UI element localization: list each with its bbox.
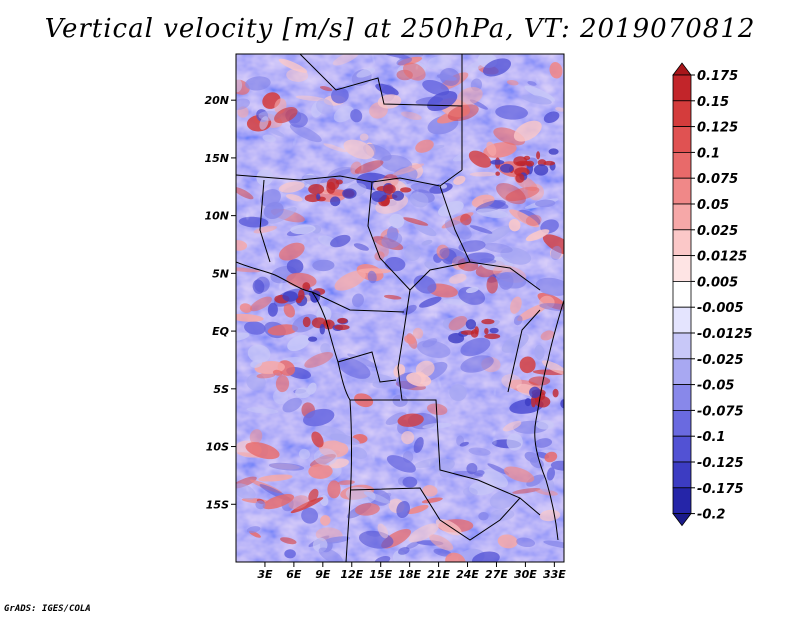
lon-tick-label: 6E <box>286 568 302 581</box>
colorbar-swatch <box>672 151 692 179</box>
lon-tick-label: 21E <box>427 568 450 581</box>
longitude-axis: 3E 6E 9E 12E 15E 18E 21E 24E 27E 30E 33E <box>257 562 566 581</box>
colorbar-label: -0.175 <box>697 482 744 497</box>
colorbar-label: -0.005 <box>697 301 744 316</box>
latitude-axis: 20N 15N 10N 5N EQ 5S 10S 15S <box>204 94 236 511</box>
velocity-field <box>236 54 564 562</box>
map-frame <box>235 53 565 563</box>
colorbar-label: 0.0125 <box>697 250 747 265</box>
colorbar: 0.175 0.15 0.125 0.1 0.075 0.05 0.025 0.0125 0.0… <box>672 62 753 527</box>
lon-tick-label: 12E <box>340 568 363 581</box>
field-streaks <box>236 54 564 562</box>
colorbar-swatch <box>672 126 692 153</box>
lon-tick-label: 30E <box>514 568 537 581</box>
colorbar-swatch <box>672 435 692 463</box>
lon-tick-label: 24E <box>456 568 479 581</box>
colorbar-swatch <box>672 487 692 514</box>
country-borders <box>236 54 564 562</box>
colorbar-label: 0.05 <box>697 198 729 213</box>
colorbar-label: -0.025 <box>697 353 744 368</box>
colorbar-label: -0.05 <box>697 379 734 394</box>
lat-tick-label: 5S <box>213 383 229 396</box>
lat-tick-label: 5N <box>212 267 229 280</box>
lat-tick-label: 20N <box>204 94 229 107</box>
colorbar-bottom-arrow <box>672 513 692 527</box>
colorbar-swatch <box>672 177 692 205</box>
grads-credit: GrADS: IGES/COLA <box>4 604 91 614</box>
colorbar-swatch <box>672 332 692 360</box>
colorbar-swatch <box>672 100 692 128</box>
colorbar-swatch <box>672 255 692 282</box>
colorbar-swatch <box>672 306 692 334</box>
colorbar-label: 0.025 <box>697 224 738 239</box>
colorbar-label: 0.125 <box>697 121 738 136</box>
colorbar-swatch <box>672 203 692 231</box>
colorbar-swatch <box>672 280 692 308</box>
colorbar-top-arrow <box>672 62 692 76</box>
lon-tick-label: 18E <box>398 568 421 581</box>
colorbar-swatch <box>672 229 692 257</box>
lat-tick-label: 10S <box>206 441 229 454</box>
colorbar-swatch <box>672 461 692 489</box>
lon-tick-label: 27E <box>485 568 508 581</box>
colorbar-label: 0.1 <box>697 146 720 161</box>
colorbar-label: -0.125 <box>697 456 744 471</box>
lat-tick-label: 10N <box>204 210 229 223</box>
colorbar-label: -0.0125 <box>697 327 753 342</box>
colorbar-swatch <box>672 74 692 102</box>
colorbar-label: -0.1 <box>697 430 725 445</box>
lon-tick-label: 3E <box>257 568 273 581</box>
lon-tick-label: 33E <box>543 568 566 581</box>
colorbar-swatch <box>672 358 692 385</box>
colorbar-label: 0.15 <box>697 95 729 110</box>
chart-title: Vertical velocity [m/s] at 250hPa, VT: 2… <box>44 14 756 44</box>
lat-tick-label: EQ <box>212 325 229 338</box>
colorbar-swatch <box>672 384 692 411</box>
lat-tick-label: 15S <box>206 498 229 511</box>
colorbar-label: 0.175 <box>697 69 738 84</box>
lon-tick-label: 15E <box>369 568 392 581</box>
colorbar-label: 0.005 <box>697 275 738 290</box>
colorbar-label: -0.2 <box>697 508 725 523</box>
border-lines <box>236 54 541 541</box>
colorbar-label: 0.075 <box>697 172 738 187</box>
colorbar-label: -0.075 <box>697 404 744 419</box>
colorbar-swatch <box>672 409 692 437</box>
lat-tick-label: 15N <box>204 152 229 165</box>
lon-tick-label: 9E <box>315 568 331 581</box>
coastline-east <box>534 299 564 541</box>
